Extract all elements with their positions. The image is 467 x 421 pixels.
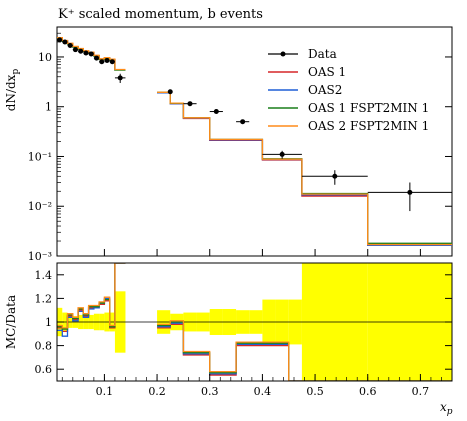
data-point [99,59,105,65]
ratio-x-axis: 0.1 0.2 0.3 0.4 0.5 0.6 0.7 [61,249,442,398]
data-point [213,109,219,115]
legend-label-data: Data [308,47,337,61]
chart-title: K⁺ scaled momentum, b events [58,7,263,22]
ratio-y-axis-label: MC/Data [4,295,18,349]
x-tick-label: 0.7 [412,385,430,398]
main-y-tick-label: 10 [38,51,52,64]
legend-label-2: OAS 1 FSPT2MIN 1 [308,101,429,115]
ratio-plot-area [57,263,452,381]
data-point [167,89,173,95]
legend-marker-data [280,51,286,57]
data-point [72,47,78,53]
ratio-y-tick-label: 0.6 [35,363,53,376]
ratio-y-tick-label: 0.8 [35,340,53,353]
series-line-3 [57,37,452,246]
data-point [83,50,89,56]
legend-label-1: OAS2 [308,83,342,97]
x-tick-label: 0.4 [254,385,272,398]
legend-label-0: OAS 1 [308,65,346,79]
x-tick-label: 0.5 [306,385,324,398]
data-point [94,55,99,61]
main-y-tick-label: 10⁻³ [28,250,52,263]
ratio-y-tick-label: 1 [45,316,52,329]
data-point [332,173,338,179]
main-y-axis: 10 1 10⁻¹ 10⁻² 10⁻³ [28,26,452,263]
main-y-tick-label: 10⁻¹ [28,150,52,163]
x-tick-label: 0.2 [148,385,166,398]
main-panel: 10 1 10⁻¹ 10⁻² 10⁻³ [28,26,453,263]
data-point [407,189,413,195]
x-tick-label: 0.6 [359,385,377,398]
data-point [67,42,73,48]
ratio-y-axis: 1.4 1.2 1 0.8 0.6 [35,269,452,376]
data-point [187,101,193,107]
data-point [57,37,63,43]
x-tick-label: 0.1 [96,385,114,398]
data-point [62,39,68,45]
ratio-panel: 1.4 1.2 1 0.8 0.6 0.1 0.2 0.3 0.4 0.5 0.6 0.7 [35,249,453,398]
ratio-y-tick-label: 1.4 [35,269,53,282]
data-point [109,59,115,65]
ratio-y-tick-label: 1.2 [35,292,53,305]
legend: Data OAS 1 OAS2 OAS 1 FSPT2MIN 1 OAS 2 FSPT2… [268,47,429,133]
data-point [78,48,84,54]
x-tick-label: 0.3 [201,385,219,398]
main-y-tick-label: 10⁻² [28,200,52,213]
y-axis-label: dN/dxp [4,69,21,112]
data-point [88,51,94,57]
data-point [104,57,110,63]
legend-label-3: OAS 2 FSPT2MIN 1 [308,119,429,133]
x-axis-label: xp [440,400,453,417]
main-panel-frame [56,26,453,257]
ratio-line-3 [57,263,452,381]
data-point [117,75,123,81]
main-plot-area [57,37,452,246]
data-point [240,119,246,125]
data-point [279,151,285,157]
main-y-tick-label: 1 [45,101,52,114]
